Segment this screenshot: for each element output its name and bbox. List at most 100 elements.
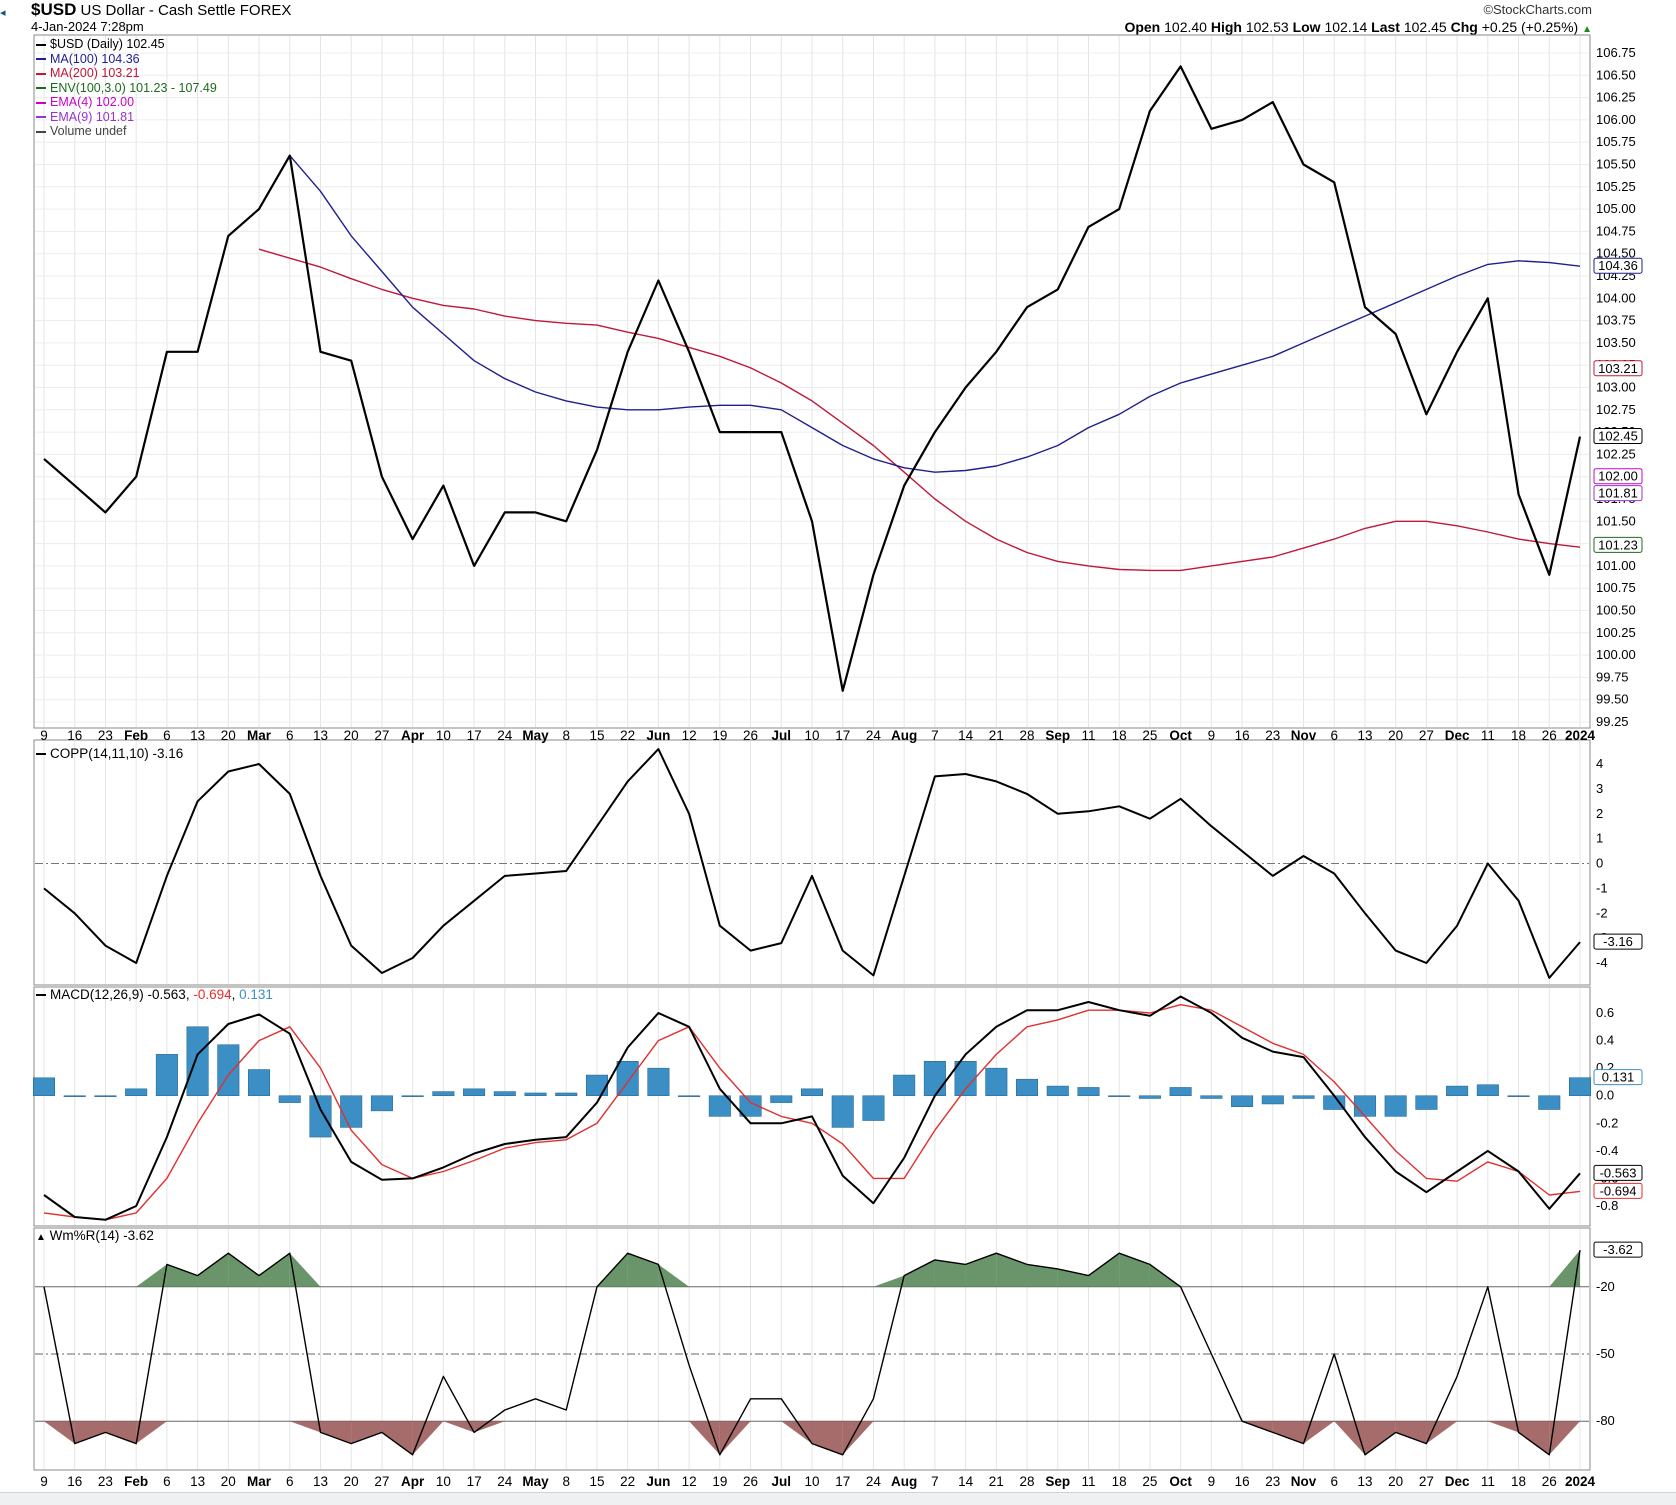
macd-histogram-bar bbox=[309, 1095, 332, 1138]
x-tick-label: 16 bbox=[67, 728, 82, 743]
macd-histogram-bar bbox=[1169, 1087, 1192, 1096]
ema9-badge: 101.81 bbox=[1593, 485, 1643, 502]
y-tick-label: 100.50 bbox=[1596, 603, 1636, 618]
x-tick-label-bottom: 20 bbox=[1388, 1474, 1403, 1489]
macd-label-sep: , bbox=[185, 987, 194, 1002]
legend-swatch bbox=[36, 58, 46, 61]
y-tick-label: 106.75 bbox=[1596, 45, 1636, 60]
willr-oversold-fill bbox=[719, 1421, 751, 1455]
macd-hist-badge-text: 0.131 bbox=[1602, 1070, 1635, 1085]
x-tick-label: 10 bbox=[436, 728, 451, 743]
macd-histogram-bar bbox=[370, 1095, 393, 1112]
willr-overbought-fill bbox=[1088, 1253, 1120, 1287]
x-tick-label-bottom: Aug bbox=[891, 1474, 917, 1489]
y-tick-label: 99.25 bbox=[1596, 714, 1629, 729]
y-tick-label: 101.00 bbox=[1596, 558, 1636, 573]
x-tick-label-bottom: 14 bbox=[958, 1474, 974, 1489]
x-tick-label: Jun bbox=[646, 728, 670, 743]
env-low-badge-box bbox=[1593, 536, 1643, 553]
macd-badge-box bbox=[1593, 1164, 1643, 1181]
x-tick-label: 8 bbox=[562, 728, 570, 743]
macd-histogram-bar bbox=[1568, 1077, 1592, 1096]
macd-histogram-bar bbox=[1046, 1085, 1069, 1096]
x-tick-label: 14 bbox=[958, 728, 974, 743]
x-tick-label: Feb bbox=[124, 728, 148, 743]
x-tick-label: 28 bbox=[1020, 728, 1035, 743]
x-tick-label-bottom: 23 bbox=[1265, 1474, 1280, 1489]
y-tick-label: 105.75 bbox=[1596, 134, 1636, 149]
macd-histogram-bar bbox=[1446, 1085, 1469, 1096]
x-tick-label: 17 bbox=[835, 728, 850, 743]
x-tick-label-bottom: Mar bbox=[247, 1474, 272, 1489]
y-tick-label: 101.50 bbox=[1596, 513, 1636, 528]
willr-oversold-fill bbox=[1549, 1421, 1580, 1455]
x-tick-label-bottom: 13 bbox=[190, 1474, 205, 1489]
x-tick-label-bottom: 17 bbox=[835, 1474, 850, 1489]
macd-histogram-bar bbox=[739, 1095, 762, 1117]
last-price-badge: 102.45 bbox=[1593, 428, 1643, 445]
last-price-badge-text: 102.45 bbox=[1598, 429, 1638, 444]
y-tick-label: 103.00 bbox=[1596, 380, 1636, 395]
high-label: High bbox=[1210, 19, 1242, 35]
macd-histogram-bar bbox=[1261, 1095, 1284, 1105]
x-tick-label-bottom: Feb bbox=[124, 1474, 148, 1489]
y-tick-label: 104.00 bbox=[1596, 290, 1636, 305]
up-arrow-icon: ▲ bbox=[1582, 24, 1592, 35]
y-tick-label: 106.00 bbox=[1596, 112, 1636, 127]
willr-overbought-fill bbox=[1549, 1250, 1580, 1287]
copp-y-tick-label: 1 bbox=[1596, 831, 1603, 846]
x-tick-label: 10 bbox=[804, 728, 819, 743]
x-tick-label-bottom: Oct bbox=[1169, 1474, 1192, 1489]
x-tick-label-bottom: 2024 bbox=[1565, 1474, 1596, 1489]
symbol-name: US Dollar - Cash Settle FOREX bbox=[80, 2, 292, 19]
willr-overbought-fill bbox=[658, 1264, 690, 1287]
legend-label: $USD (Daily) 102.45 bbox=[50, 37, 165, 51]
macd-histogram-bar bbox=[493, 1091, 516, 1096]
chg-label: Chg bbox=[1450, 19, 1478, 35]
ma100-badge-text: 104.36 bbox=[1598, 258, 1638, 273]
copp-y-tick-label: 2 bbox=[1596, 806, 1603, 821]
legend-swatch bbox=[36, 87, 46, 90]
copp-y-tick-label: 4 bbox=[1596, 756, 1603, 771]
willr-oversold-fill bbox=[136, 1421, 167, 1444]
x-tick-label: 20 bbox=[221, 728, 236, 743]
y-tick-label: 100.25 bbox=[1596, 625, 1636, 640]
macd-histogram-bar bbox=[401, 1095, 424, 1097]
legend-swatch bbox=[36, 43, 46, 46]
macd-histogram-bar bbox=[1138, 1095, 1161, 1099]
macd-histogram-bar bbox=[1353, 1095, 1376, 1117]
x-tick-label: Jul bbox=[772, 728, 792, 743]
macd-signal-badge: -0.694 bbox=[1593, 1182, 1643, 1199]
copp-badge-box bbox=[1593, 933, 1643, 950]
y-tick-label: 99.75 bbox=[1596, 669, 1629, 684]
y-tick-label: 105.00 bbox=[1596, 201, 1636, 216]
copp-label-text: COPP(14,11,10) -3.16 bbox=[50, 746, 184, 761]
willr-overbought-fill bbox=[1057, 1268, 1089, 1287]
y-tick-label: 102.75 bbox=[1596, 402, 1636, 417]
ma200-badge-text: 103.21 bbox=[1598, 361, 1638, 376]
willr-overbought-fill bbox=[1027, 1264, 1058, 1287]
x-tick-label-bottom: 8 bbox=[562, 1474, 570, 1489]
x-tick-label: 11 bbox=[1481, 728, 1495, 743]
willr-overbought-fill bbox=[136, 1264, 167, 1287]
bottom-toolbar[interactable] bbox=[0, 1492, 1676, 1505]
x-tick-label-bottom: 28 bbox=[1020, 1474, 1035, 1489]
willr-badge-text: -3.62 bbox=[1603, 1242, 1633, 1257]
x-tick-label: 17 bbox=[467, 728, 482, 743]
x-tick-label-bottom: 21 bbox=[989, 1474, 1004, 1489]
x-tick-label: 23 bbox=[1265, 728, 1280, 743]
ema9-badge-box bbox=[1593, 485, 1643, 502]
x-tick-label: 13 bbox=[313, 728, 328, 743]
copp-y-tick-label: -4 bbox=[1596, 955, 1608, 970]
x-tick-label-bottom: 22 bbox=[620, 1474, 635, 1489]
x-tick-label: Sep bbox=[1045, 728, 1070, 743]
willr-badge-box bbox=[1593, 1241, 1643, 1258]
x-tick-label: 20 bbox=[344, 728, 359, 743]
macd-signal-badge-box bbox=[1593, 1182, 1643, 1199]
willr-oversold-fill bbox=[105, 1421, 137, 1444]
willr-y-tick-label: -50 bbox=[1596, 1346, 1615, 1361]
willr-oversold-fill bbox=[320, 1421, 352, 1444]
macd-label-text: MACD(12,26,9) -0.563 bbox=[50, 987, 186, 1002]
x-tick-label-bottom: 17 bbox=[467, 1474, 482, 1489]
